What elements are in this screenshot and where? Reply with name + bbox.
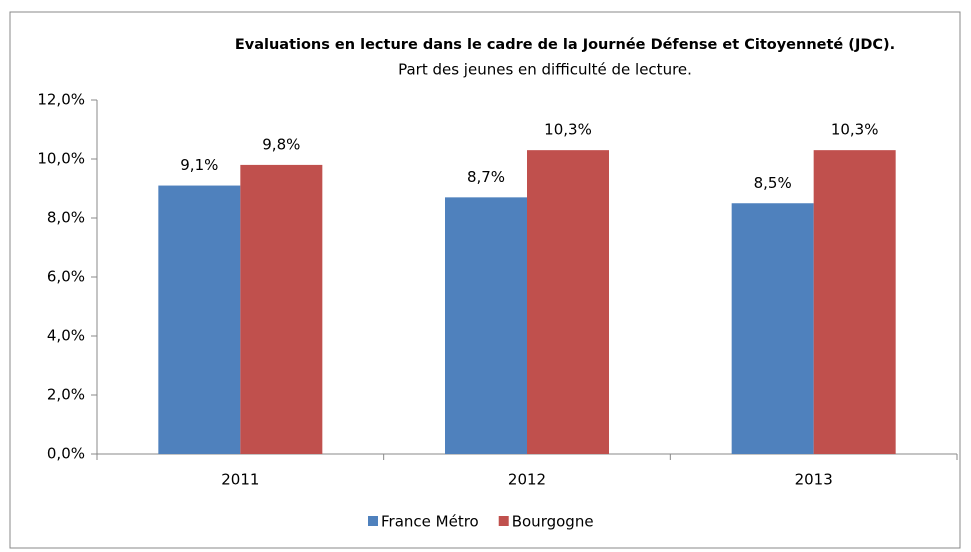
data-label: 9,8% xyxy=(262,135,300,153)
bar xyxy=(445,197,527,454)
bar xyxy=(240,164,323,454)
bar xyxy=(813,150,896,454)
data-label: 10,3% xyxy=(831,121,879,139)
data-label: 10,3% xyxy=(544,121,592,139)
bar xyxy=(731,203,814,454)
legend-swatch xyxy=(498,516,509,526)
y-tick-label: 12,0% xyxy=(37,91,85,109)
y-tick-label: 8,0% xyxy=(47,209,85,227)
y-tick-label: 6,0% xyxy=(47,268,85,286)
chart-title: Evaluations en lecture dans le cadre de … xyxy=(235,37,895,53)
legend-label: France Métro xyxy=(381,513,479,531)
x-tick-label: 2011 xyxy=(221,471,259,489)
y-tick-label: 2,0% xyxy=(47,386,85,404)
x-tick-label: 2012 xyxy=(508,471,546,489)
bar xyxy=(158,185,241,455)
legend-label: Bourgogne xyxy=(512,513,594,531)
bar xyxy=(527,150,609,454)
y-tick-label: 4,0% xyxy=(47,327,85,345)
legend-swatch xyxy=(368,516,378,526)
data-label: 8,7% xyxy=(467,168,505,186)
y-tick-label: 0,0% xyxy=(47,445,85,463)
chart-subtitle: Part des jeunes en difficulté de lecture… xyxy=(398,61,692,79)
data-label: 9,1% xyxy=(180,156,218,174)
data-label: 8,5% xyxy=(754,174,792,192)
x-tick-label: 2013 xyxy=(795,471,833,489)
y-tick-label: 10,0% xyxy=(37,150,85,168)
